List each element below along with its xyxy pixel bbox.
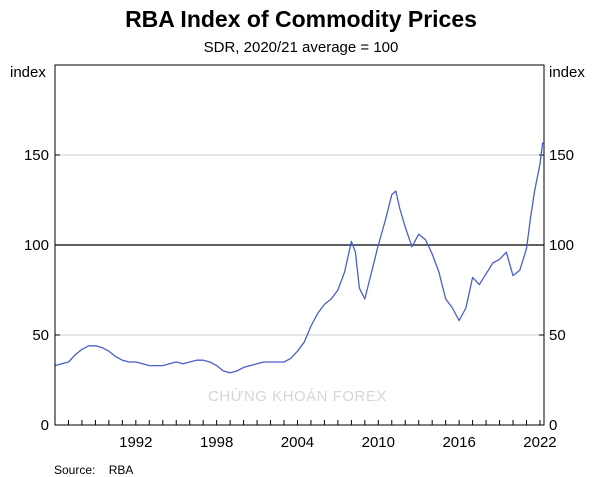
grid-lines — [55, 154, 544, 336]
y-tick-label-left-100: 100 — [24, 237, 49, 254]
x-tick-label-2010: 2010 — [362, 434, 395, 451]
series-line-0 — [54, 142, 544, 374]
y-axis-unit-left: index — [10, 64, 46, 81]
tick-labels: 0 0 50 50 100 100 150 150 1992 1998 2004 2010 2016 20… — [24, 147, 574, 451]
series-lines — [54, 142, 544, 374]
plot-frame — [54, 64, 545, 426]
y-tick-label-right-100: 100 — [549, 237, 574, 254]
y-tick-label-left-0: 0 — [41, 417, 49, 434]
x-tick-label-2022: 2022 — [523, 434, 556, 451]
source-label: Source: — [54, 463, 96, 477]
y-tick-label-right-0: 0 — [549, 417, 557, 434]
y-tick-label-right-150: 150 — [549, 147, 574, 164]
y-axis-unit-right: index — [549, 64, 585, 81]
source-note: Source: RBA — [54, 463, 133, 477]
y-tick-label-left-150: 150 — [24, 147, 49, 164]
watermark: CHỨNG KHOÁN FOREX — [208, 388, 387, 405]
x-tick-label-1998: 1998 — [200, 434, 233, 451]
axis-ticks — [54, 154, 544, 426]
y-tick-label-left-50: 50 — [32, 327, 49, 344]
y-tick-label-right-50: 50 — [549, 327, 566, 344]
x-tick-label-1992: 1992 — [119, 434, 152, 451]
source-value: RBA — [108, 463, 134, 477]
chart-title: RBA Index of Commodity Prices — [125, 6, 477, 32]
x-tick-label-2004: 2004 — [281, 434, 314, 451]
chart-subtitle: SDR, 2020/21 average = 100 — [203, 39, 399, 56]
x-tick-label-2016: 2016 — [442, 434, 475, 451]
